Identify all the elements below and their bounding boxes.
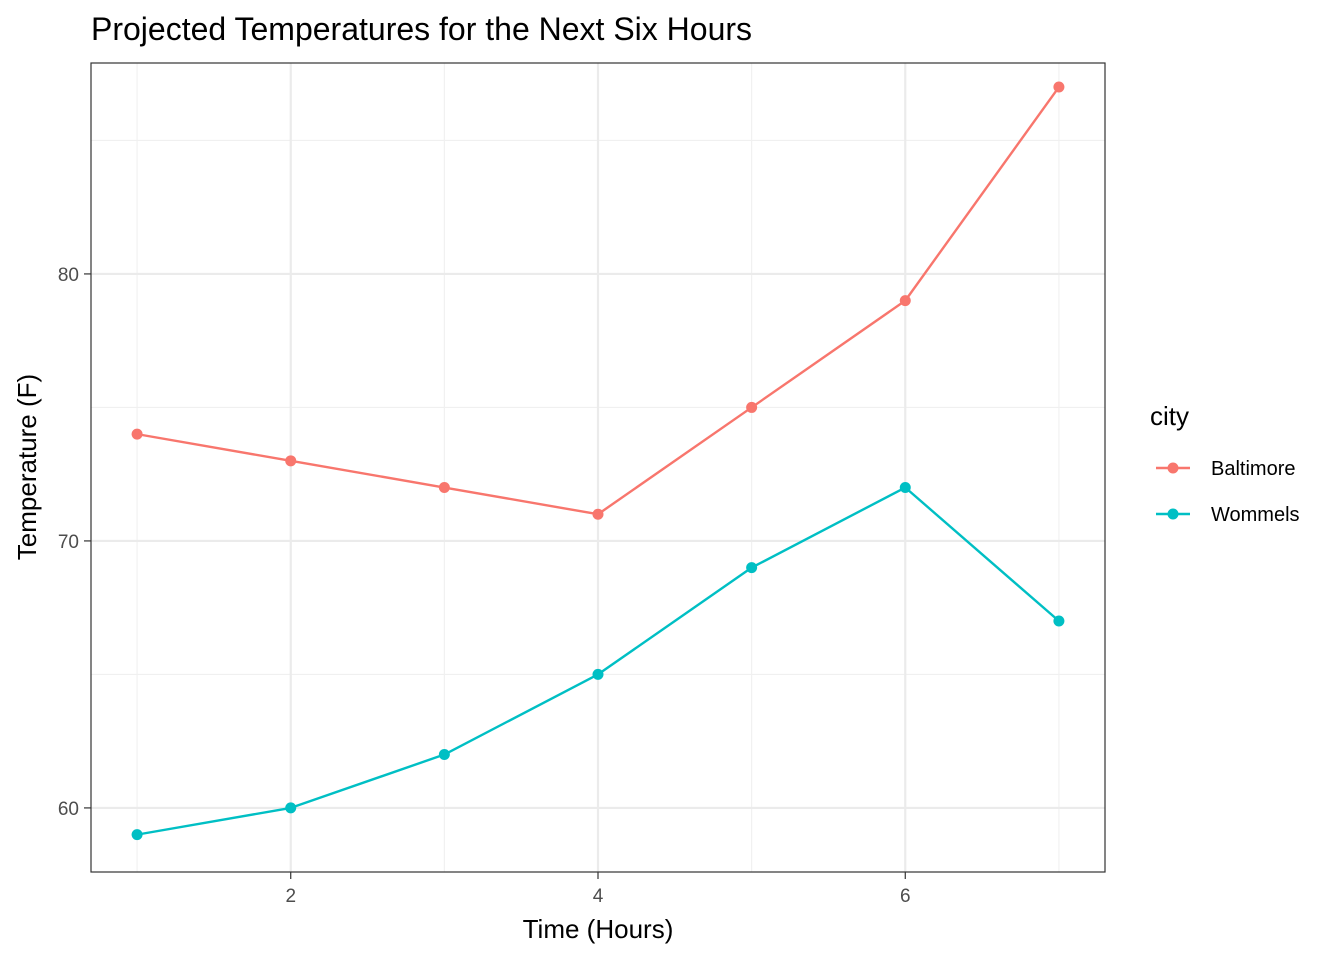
x-tick-label-0: 2 [285,886,296,907]
x-tick-label-2: 6 [900,886,911,907]
y-axis-title: Temperature (F) [12,374,42,560]
data-point-baltimore-3 [592,508,604,520]
data-point-baltimore-5 [899,295,911,307]
legend-key-point-wommels [1167,508,1179,520]
data-point-baltimore-0 [131,428,143,440]
x-axis-title: Time (Hours) [523,914,674,944]
data-point-baltimore-6 [1053,81,1065,93]
series-layer [131,81,1065,841]
data-point-wommels-6 [1053,615,1065,627]
chart-title: Projected Temperatures for the Next Six … [91,11,752,47]
legend-title: city [1150,401,1189,431]
data-point-wommels-5 [899,482,911,494]
legend-label-baltimore: Baltimore [1211,458,1295,480]
data-point-baltimore-4 [746,401,758,413]
major-gridlines [91,63,1105,872]
data-point-baltimore-1 [285,455,297,467]
data-point-wommels-3 [592,668,604,680]
data-point-wommels-0 [131,829,143,841]
data-point-wommels-4 [746,562,758,574]
data-point-baltimore-2 [438,482,450,494]
legend: city Baltimore Wommels [1150,401,1300,526]
x-tick-label-1: 4 [593,886,604,907]
legend-label-wommels: Wommels [1211,504,1300,526]
data-point-wommels-1 [285,802,297,814]
y-axis: 60 70 80 [58,265,91,820]
y-tick-label-0: 60 [58,799,79,820]
x-axis: 2 4 6 [285,872,911,907]
legend-key-point-baltimore [1167,462,1179,474]
y-tick-label-2: 80 [58,265,79,286]
data-point-wommels-2 [438,749,450,761]
y-tick-label-1: 70 [58,532,79,553]
